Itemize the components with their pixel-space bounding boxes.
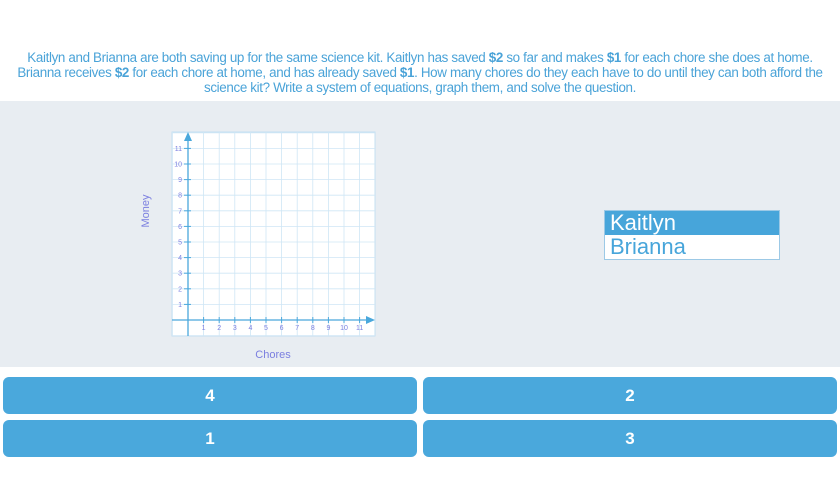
question-segment: for each chore she does at home. Brianna… — [17, 50, 813, 80]
x-tick-label: 7 — [295, 325, 299, 332]
y-tick-label: 8 — [178, 193, 182, 200]
y-tick-label: 10 — [174, 162, 182, 169]
question-segment: Kaitlyn and Brianna are both saving up f… — [27, 50, 489, 65]
legend-item-kaitlyn[interactable]: Kaitlyn — [605, 211, 779, 235]
answer-button-3[interactable]: 1 — [3, 420, 417, 457]
question-segment: . How many chores do they each have to d… — [203, 65, 823, 95]
x-tick-label: 11 — [356, 325, 363, 332]
x-tick-label: 2 — [217, 325, 221, 332]
question-text: Kaitlyn and Brianna are both saving up f… — [10, 50, 830, 95]
y-tick-label: 3 — [178, 271, 182, 278]
y-tick-label: 7 — [178, 208, 182, 215]
y-tick-label: 5 — [178, 240, 182, 247]
question-amount: $2 — [488, 50, 504, 65]
x-axis-arrow — [366, 316, 375, 324]
answer-button-1[interactable]: 4 — [3, 377, 417, 414]
x-tick-label: 4 — [248, 325, 252, 332]
x-tick-label: 8 — [311, 325, 315, 332]
answer-button-2[interactable]: 2 — [423, 377, 837, 414]
x-tick-label: 3 — [233, 325, 237, 332]
question-amount: $1 — [399, 65, 415, 80]
y-axis-label: Money — [140, 194, 152, 228]
y-tick-label: 2 — [178, 286, 182, 293]
y-axis-arrow — [184, 132, 192, 141]
y-tick-label: 1 — [178, 302, 182, 309]
answer-button-4[interactable]: 3 — [423, 420, 837, 457]
question-segment: so far and makes — [502, 50, 607, 65]
x-tick-label: 9 — [326, 325, 330, 332]
x-tick-label: 6 — [280, 325, 284, 332]
question-amount: $1 — [606, 50, 622, 65]
legend-item-brianna[interactable]: Brianna — [610, 234, 686, 259]
question-amount: $2 — [114, 65, 130, 80]
y-tick-label: 6 — [178, 224, 182, 231]
question-segment: for each chore at home, and has already … — [129, 65, 400, 80]
line-selector: Kaitlyn Brianna — [604, 210, 780, 260]
x-tick-label: 5 — [264, 325, 268, 332]
y-tick-label: 4 — [178, 255, 182, 262]
y-tick-label: 11 — [175, 146, 182, 153]
x-tick-label: 10 — [340, 325, 348, 332]
y-tick-label: 9 — [178, 177, 182, 184]
plot-area — [171, 131, 376, 337]
x-axis-label: Chores — [255, 349, 291, 361]
x-tick-label: 1 — [202, 325, 206, 332]
